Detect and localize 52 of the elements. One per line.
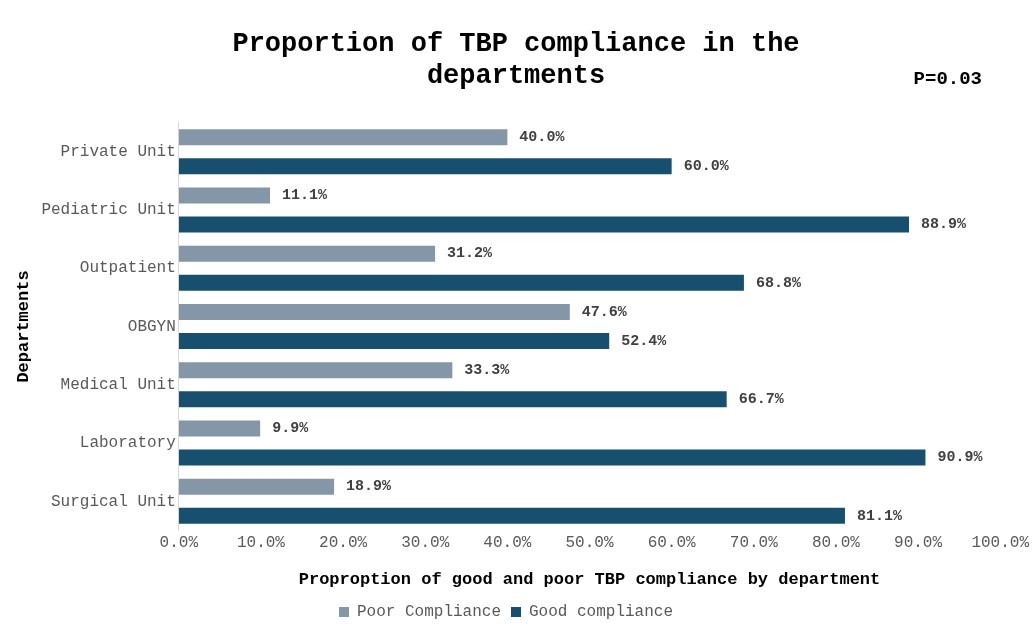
data-label: 11.1%: [281, 187, 328, 205]
bar: [178, 362, 453, 379]
text: P=0.03: [913, 68, 982, 90]
x-tick-label: 30.0%: [401, 534, 450, 553]
x-tick-label: 80.0%: [811, 534, 861, 553]
x-tick-label: 70.0%: [729, 534, 779, 553]
bar: [178, 158, 672, 175]
bar: [178, 420, 261, 437]
bar: [178, 245, 436, 262]
data-label: 66.7%: [738, 391, 785, 409]
y-tick-label: Laboratory: [79, 434, 177, 453]
bar: [178, 303, 570, 320]
x-tick-label: 10.0%: [236, 534, 286, 553]
bar: [178, 129, 508, 146]
x-tick-label: 40.0%: [483, 534, 532, 553]
data-label: 47.6%: [581, 303, 628, 321]
y-tick-label: OBGYN: [127, 317, 176, 336]
data-label: 60.0%: [683, 158, 730, 176]
x-axis-title: Proproption of good and poor TBP compliance by department: [298, 570, 881, 590]
data-label: 90.9%: [937, 449, 984, 467]
data-label: 33.3%: [464, 361, 511, 379]
y-tick-label: Outpatient: [79, 259, 176, 278]
bar: [178, 391, 727, 408]
legend-label: Poor Compliance: [356, 603, 502, 622]
x-tick-label: 90.0%: [894, 534, 943, 553]
data-label: 88.9%: [921, 216, 968, 234]
bar: [178, 216, 910, 233]
x-tick-label: 50.0%: [565, 534, 614, 553]
bar: [178, 478, 335, 495]
data-label: 52.4%: [621, 332, 668, 350]
x-tick-label: 60.0%: [647, 534, 697, 553]
y-axis-title: Departments: [14, 270, 34, 383]
y-tick-label: Surgical Unit: [50, 492, 176, 511]
data-label: 40.0%: [519, 128, 566, 146]
data-label: 18.9%: [346, 478, 393, 496]
bar: [178, 274, 744, 291]
y-tick-label: Pediatric Unit: [41, 201, 176, 220]
x-tick-label: 0.0%: [159, 534, 199, 553]
chart-title: Proportion of TBP compliance in the departments: [231, 28, 801, 92]
data-label: 68.8%: [755, 274, 802, 292]
x-tick-label: 20.0%: [319, 534, 368, 553]
x-tick-label: 100.0%: [971, 534, 1030, 553]
data-label: 31.2%: [447, 245, 494, 263]
bar: [178, 187, 270, 204]
data-label: 81.1%: [856, 507, 903, 525]
y-tick-label: Private Unit: [60, 142, 176, 161]
data-label: 9.9%: [272, 420, 310, 438]
bar: [178, 449, 926, 466]
y-tick-label: Medical Unit: [60, 375, 176, 394]
bar: [178, 507, 845, 524]
bar: [178, 333, 610, 350]
legend-label: Good compliance: [529, 603, 674, 622]
